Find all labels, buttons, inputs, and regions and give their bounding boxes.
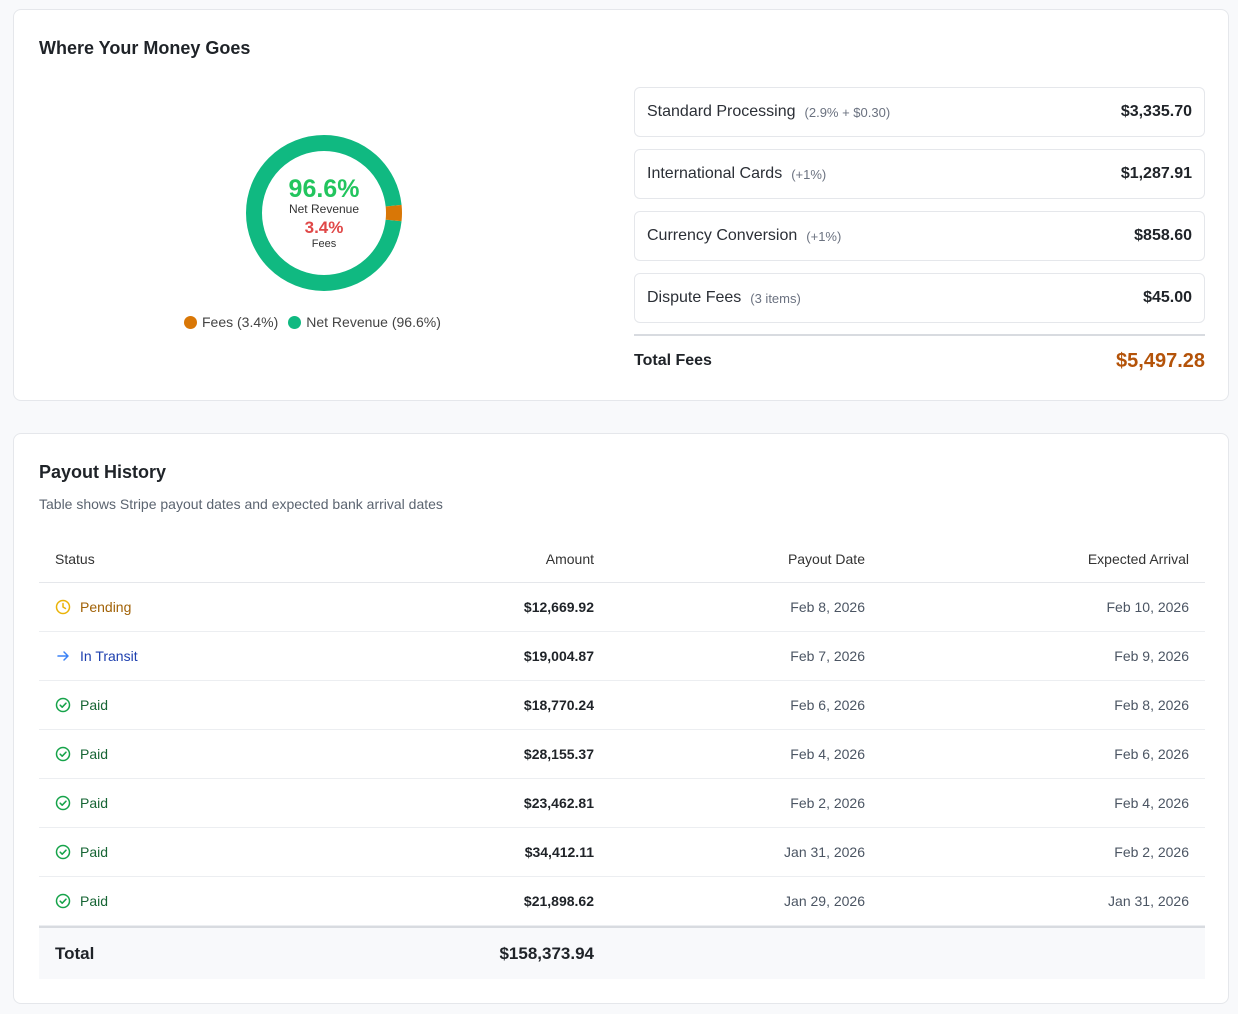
payout-date-cell: Jan 29, 2026 bbox=[784, 893, 865, 909]
table-header-row: Status Amount Payout Date Expected Arriv… bbox=[39, 536, 1205, 583]
legend-label-net-revenue: Net Revenue (96.6%) bbox=[306, 314, 441, 330]
check-circle-icon bbox=[55, 697, 71, 713]
check-circle-icon bbox=[55, 844, 71, 860]
legend-item-fees: Fees (3.4%) bbox=[184, 314, 278, 330]
donut-fee-segment bbox=[246, 135, 402, 291]
fee-row-currency-conversion: Currency Conversion (+1%) $858.60 bbox=[634, 211, 1205, 261]
status-label-in-transit: In Transit bbox=[80, 648, 138, 664]
payout-card-title: Payout History bbox=[39, 462, 167, 482]
net-revenue-label: Net Revenue bbox=[288, 202, 360, 216]
fee-note: (2.9% + $0.30) bbox=[804, 104, 891, 120]
status-label-paid: Paid bbox=[80, 697, 109, 713]
status-cell: Paid bbox=[39, 746, 339, 762]
table-row: Paid $18,770.24 Feb 6, 2026 Feb 8, 2026 bbox=[39, 681, 1205, 730]
amount-cell: $28,155.37 bbox=[523, 746, 594, 762]
amount-cell: $12,669.92 bbox=[523, 599, 594, 615]
fee-name: Standard Processing bbox=[647, 103, 796, 120]
donut-legend: Fees (3.4%) Net Revenue (96.6%) bbox=[184, 314, 441, 330]
table-row: Paid $34,412.11 Jan 31, 2026 Feb 2, 2026 bbox=[39, 828, 1205, 877]
money-card-title: Where Your Money Goes bbox=[39, 38, 251, 58]
total-fees-amount: $5,497.28 bbox=[1116, 349, 1205, 372]
money-breakdown-card: Where Your Money Goes 96.6% Net Revenue … bbox=[13, 9, 1229, 401]
header-amount: Amount bbox=[545, 551, 594, 567]
expected-arrival-cell: Feb 10, 2026 bbox=[1106, 599, 1189, 615]
fees-percent: 3.4% bbox=[304, 218, 344, 237]
legend-item-net-revenue: Net Revenue (96.6%) bbox=[288, 314, 441, 330]
header-payout-date: Payout Date bbox=[787, 551, 865, 567]
arrow-right-icon bbox=[55, 648, 71, 664]
expected-arrival-cell: Feb 9, 2026 bbox=[1114, 648, 1189, 664]
fee-breakdown-list: Standard Processing (2.9% + $0.30) $3,33… bbox=[634, 87, 1205, 335]
legend-dot-net-revenue bbox=[288, 315, 302, 329]
table-row: Paid $21,898.62 Jan 29, 2026 Jan 31, 202… bbox=[39, 877, 1205, 926]
fee-amount: $3,335.70 bbox=[1120, 103, 1192, 120]
check-circle-icon bbox=[55, 795, 71, 811]
status-label-paid: Paid bbox=[80, 795, 109, 811]
total-label: Total bbox=[55, 943, 95, 963]
status-cell: Paid bbox=[39, 844, 339, 860]
expected-arrival-cell: Feb 8, 2026 bbox=[1114, 697, 1189, 713]
table-row: In Transit $19,004.87 Feb 7, 2026 Feb 9,… bbox=[39, 632, 1205, 681]
status-cell: Paid bbox=[39, 795, 339, 811]
status-cell: Paid bbox=[39, 697, 339, 713]
table-row: Paid $28,155.37 Feb 4, 2026 Feb 6, 2026 bbox=[39, 730, 1205, 779]
fee-amount: $1,287.91 bbox=[1120, 165, 1192, 182]
amount-cell: $34,412.11 bbox=[524, 844, 594, 860]
revenue-donut-chart: 96.6% Net Revenue 3.4% Fees bbox=[244, 133, 404, 293]
header-expected-arrival: Expected Arrival bbox=[1087, 551, 1189, 567]
fee-row-standard-processing: Standard Processing (2.9% + $0.30) $3,33… bbox=[634, 87, 1205, 137]
fee-note: (+1%) bbox=[791, 166, 827, 182]
status-cell: In Transit bbox=[39, 648, 339, 664]
check-circle-icon bbox=[55, 893, 71, 909]
expected-arrival-cell: Feb 6, 2026 bbox=[1114, 746, 1189, 762]
table-row: Pending $12,669.92 Feb 8, 2026 Feb 10, 2… bbox=[39, 583, 1205, 632]
table-row: Paid $23,462.81 Feb 2, 2026 Feb 4, 2026 bbox=[39, 779, 1205, 828]
amount-cell: $21,898.62 bbox=[523, 893, 594, 909]
fee-name: International Cards bbox=[647, 165, 783, 182]
total-fees-row: Total Fees $5,497.28 bbox=[634, 334, 1205, 386]
payout-date-cell: Feb 6, 2026 bbox=[790, 697, 865, 713]
fee-name: Dispute Fees bbox=[647, 289, 742, 306]
donut-net-segment bbox=[246, 135, 402, 291]
table-total-row: Total $158,373.94 bbox=[39, 926, 1205, 979]
fee-note: (+1%) bbox=[806, 228, 842, 244]
total-fees-label: Total Fees bbox=[634, 352, 712, 369]
status-cell: Pending bbox=[39, 599, 339, 615]
amount-cell: $19,004.87 bbox=[523, 648, 594, 664]
donut-center-labels: 96.6% Net Revenue 3.4% Fees bbox=[244, 133, 404, 293]
expected-arrival-cell: Jan 31, 2026 bbox=[1108, 893, 1189, 909]
net-revenue-percent: 96.6% bbox=[288, 175, 360, 203]
amount-cell: $23,462.81 bbox=[523, 795, 594, 811]
expected-arrival-cell: Feb 4, 2026 bbox=[1114, 795, 1189, 811]
fee-row-international-cards: International Cards (+1%) $1,287.91 bbox=[634, 149, 1205, 199]
payout-date-cell: Feb 2, 2026 bbox=[790, 795, 865, 811]
payout-date-cell: Jan 31, 2026 bbox=[784, 844, 865, 860]
header-status: Status bbox=[55, 551, 95, 567]
status-label-pending: Pending bbox=[80, 599, 132, 615]
status-cell: Paid bbox=[39, 893, 339, 909]
fee-row-dispute-fees: Dispute Fees (3 items) $45.00 bbox=[634, 273, 1205, 323]
fees-label: Fees bbox=[311, 238, 337, 250]
fee-name: Currency Conversion bbox=[647, 227, 798, 244]
status-label-paid: Paid bbox=[80, 844, 109, 860]
payout-date-cell: Feb 7, 2026 bbox=[790, 648, 865, 664]
payout-date-cell: Feb 8, 2026 bbox=[790, 599, 865, 615]
fee-amount: $858.60 bbox=[1134, 227, 1192, 244]
expected-arrival-cell: Feb 2, 2026 bbox=[1114, 844, 1189, 860]
clock-icon bbox=[55, 599, 71, 615]
payout-table: Status Amount Payout Date Expected Arriv… bbox=[39, 536, 1205, 979]
payout-date-cell: Feb 4, 2026 bbox=[790, 746, 865, 762]
status-label-paid: Paid bbox=[80, 746, 109, 762]
fee-amount: $45.00 bbox=[1143, 289, 1192, 306]
total-amount: $158,373.94 bbox=[499, 943, 594, 963]
status-label-paid: Paid bbox=[80, 893, 109, 909]
check-circle-icon bbox=[55, 746, 71, 762]
payout-card-subtitle: Table shows Stripe payout dates and expe… bbox=[39, 496, 443, 512]
legend-label-fees: Fees (3.4%) bbox=[202, 314, 279, 330]
amount-cell: $18,770.24 bbox=[523, 697, 594, 713]
payout-history-card: Payout History Table shows Stripe payout… bbox=[13, 433, 1229, 1004]
legend-dot-fees bbox=[184, 315, 197, 329]
fee-note: (3 items) bbox=[750, 290, 801, 306]
